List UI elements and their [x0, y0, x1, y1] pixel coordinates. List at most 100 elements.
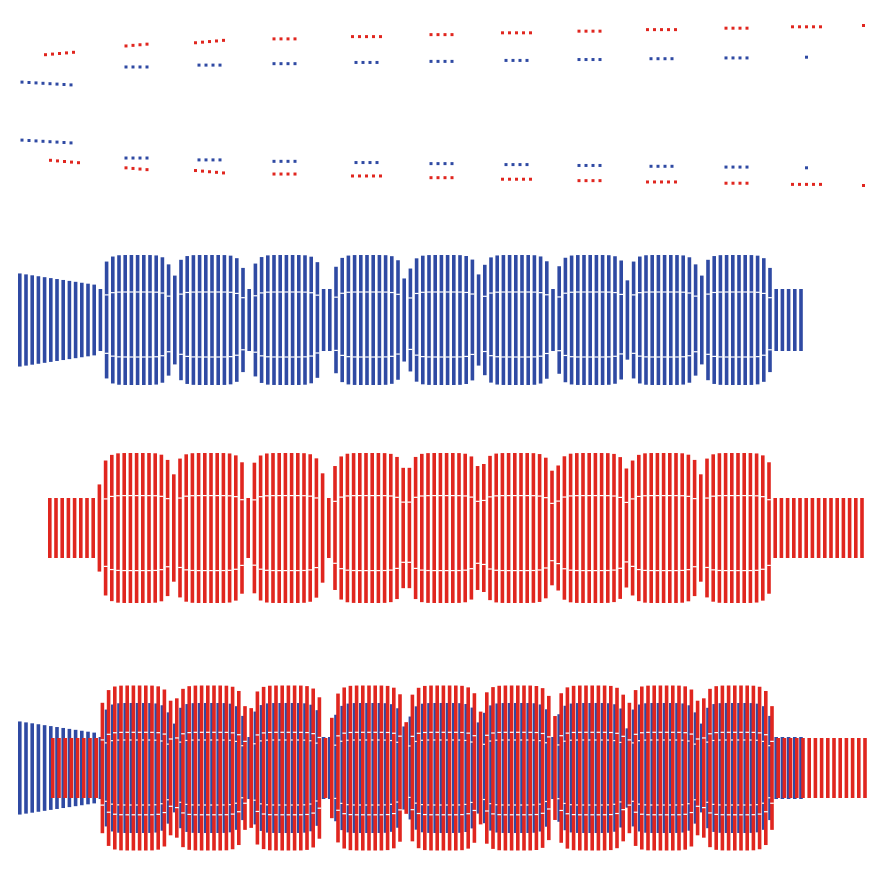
red-stripe	[850, 738, 855, 798]
stripe-gap	[749, 291, 754, 293]
blue-stripe	[315, 262, 320, 378]
red-stripe	[680, 453, 684, 603]
stripe-gap	[526, 804, 530, 806]
red-stripe	[299, 685, 303, 851]
stripe-gap	[396, 293, 400, 295]
stripe-gap	[526, 739, 530, 741]
stripe-gap	[669, 739, 673, 741]
dash	[591, 179, 595, 183]
red-stripe	[488, 455, 492, 601]
stripe-gap	[743, 804, 747, 806]
dash	[124, 44, 128, 48]
stripe-gap	[135, 739, 140, 741]
stripe-gap	[160, 803, 165, 805]
stripe-gap	[206, 814, 210, 816]
stripe-gap	[671, 814, 675, 816]
stripe-gap	[354, 731, 359, 733]
stripe-gap	[148, 804, 152, 806]
blue-stripe	[675, 255, 679, 385]
blue-stripe	[334, 714, 338, 822]
stripe-gap	[599, 495, 604, 497]
stripe-gap	[379, 814, 384, 816]
stripe-gap	[117, 739, 121, 741]
stripe-gap	[346, 356, 351, 358]
stripe-gap	[501, 739, 506, 741]
red-stripe	[401, 467, 405, 589]
red-stripe	[503, 685, 508, 851]
stripe-gap	[365, 739, 369, 741]
stripe-gap	[216, 804, 220, 806]
red-stripe	[612, 453, 616, 603]
blue-stripe	[724, 255, 729, 385]
stripe-gap	[439, 291, 444, 293]
stripe-gap	[398, 809, 402, 811]
stripe-gap	[137, 814, 142, 816]
stripe-gap	[655, 495, 660, 497]
stripe-gap	[712, 803, 716, 806]
stripe-gap	[179, 741, 183, 743]
stripe-gap	[658, 731, 663, 733]
dash	[584, 58, 588, 62]
stripe-gap	[103, 565, 108, 567]
dash	[738, 181, 742, 185]
red-stripe	[184, 454, 188, 602]
stripe-gap	[416, 732, 421, 734]
red-stripe	[847, 498, 852, 558]
blue-stripe	[129, 703, 134, 833]
stripe-gap	[520, 804, 524, 806]
red-stripe	[609, 685, 613, 851]
stripe-gap	[296, 495, 300, 497]
stripe-gap	[156, 813, 160, 815]
blue-stripe	[470, 259, 475, 381]
stripe-gap	[237, 811, 241, 813]
stripe-gap	[526, 291, 530, 293]
blue-stripe	[86, 283, 90, 357]
dash	[222, 38, 225, 42]
stripe-gap	[441, 731, 446, 733]
blue-stripe	[737, 703, 741, 833]
stripe-gap	[520, 739, 524, 741]
dash	[518, 58, 522, 62]
stripe-gap	[234, 568, 238, 570]
stripe-gap	[687, 803, 692, 805]
stripe-gap	[365, 356, 369, 358]
stripe-gap	[483, 743, 487, 745]
blue-stripe	[383, 255, 388, 385]
stripe-gap	[470, 293, 475, 295]
stripe-gap	[311, 733, 315, 735]
stripe-gap	[160, 292, 165, 294]
stripe-gap	[761, 496, 765, 498]
blue-stripe	[266, 703, 270, 833]
blue-stripe	[557, 266, 561, 374]
stripe-gap	[284, 356, 289, 358]
stripe-gap	[255, 810, 260, 813]
stripe-gap	[166, 743, 171, 745]
stripe-gap	[687, 740, 692, 742]
stripe-gap	[569, 739, 574, 741]
red-stripe	[327, 498, 331, 558]
red-stripe	[537, 454, 542, 602]
stripe-gap	[513, 570, 517, 572]
stripe-gap	[259, 803, 264, 805]
stripe-gap	[718, 804, 723, 806]
stripe-gap	[497, 731, 501, 734]
stripe-gap	[373, 731, 377, 733]
blue-stripe	[290, 703, 295, 833]
red-stripe	[568, 453, 573, 603]
stripe-gap	[309, 292, 313, 294]
stripe-gap	[218, 731, 222, 733]
stripe-gap	[191, 356, 196, 358]
stripe-gap	[280, 814, 284, 816]
stripe-gap	[272, 804, 276, 806]
red-stripe	[773, 498, 777, 558]
blue-stripe	[67, 728, 72, 808]
stripe-gap	[731, 356, 735, 358]
stripe-gap	[148, 291, 152, 293]
stripe-gap	[210, 739, 214, 741]
stripe-gap	[470, 741, 475, 743]
stripe-gap	[122, 495, 126, 497]
red-stripe	[795, 738, 799, 798]
stripe-gap	[737, 804, 741, 806]
red-stripe	[581, 453, 585, 603]
